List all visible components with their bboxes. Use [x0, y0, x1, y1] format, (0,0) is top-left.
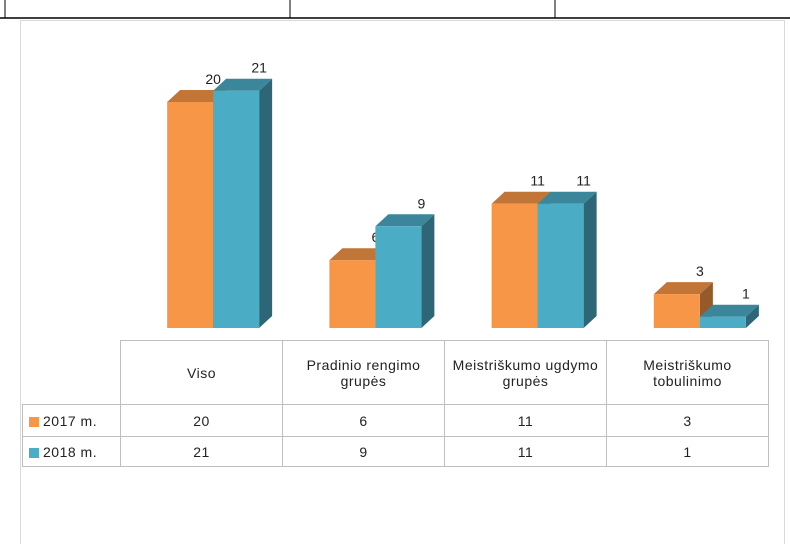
- category-label: Viso: [120, 340, 283, 405]
- bar: [537, 203, 584, 328]
- data-label: 11: [530, 173, 545, 189]
- bar-top: [167, 90, 227, 102]
- bar: [329, 260, 376, 328]
- legend-label: 2017 m.: [43, 412, 98, 429]
- bar-top: [699, 304, 759, 317]
- bar-side: [421, 214, 435, 328]
- category-label: Meistriškumo ugdymo grupės: [444, 340, 607, 405]
- data-label: 21: [251, 60, 267, 76]
- data-label: 11: [576, 173, 591, 189]
- legend-cell: 2018 m.: [22, 436, 121, 467]
- bar: [653, 294, 700, 328]
- chart-frame: [20, 20, 785, 544]
- bar: [167, 102, 214, 328]
- table-value: 3: [606, 404, 769, 437]
- legend-key: [29, 416, 39, 427]
- bar-top: [537, 191, 597, 204]
- bar: [491, 203, 538, 328]
- table-value: 11: [444, 436, 607, 467]
- data-label: 3: [696, 263, 704, 279]
- data-table: Viso Pradinio rengimo grupės Meistriškumo …: [22, 340, 769, 467]
- table-value: 6: [282, 404, 445, 437]
- table-value: 11: [444, 404, 607, 437]
- bar-side: [583, 191, 597, 328]
- bar-top: [653, 282, 713, 295]
- legend-cell: 2017 m.: [22, 404, 121, 437]
- bar-top: [329, 248, 389, 261]
- corner: [22, 340, 121, 405]
- category-label: Pradinio rengimo grupės: [282, 340, 445, 405]
- table-value: 20: [120, 404, 283, 437]
- data-label: 1: [742, 286, 750, 302]
- category-label: Meistriškumo tobulinimo: [606, 340, 769, 405]
- bar-top: [491, 191, 551, 204]
- bar-top: [375, 214, 435, 227]
- data-label: 9: [417, 195, 425, 211]
- bar: [699, 316, 746, 328]
- table-row: 2018 m. 21 9 11 1: [22, 436, 769, 467]
- bar: [213, 90, 260, 328]
- bar-top: [213, 78, 273, 91]
- table-row: 2017 m. 20 6 11 3: [22, 404, 769, 437]
- data-label: 20: [205, 71, 221, 87]
- legend-label: 2018 m.: [43, 443, 98, 460]
- table-value: 21: [120, 436, 283, 467]
- bar-side: [259, 78, 273, 328]
- bar: [375, 226, 422, 328]
- legend-key: [29, 447, 39, 458]
- table-value: 9: [282, 436, 445, 467]
- table-header: Viso Pradinio rengimo grupės Meistriškumo …: [22, 340, 769, 405]
- bar-side: [745, 304, 759, 328]
- table-value: 1: [606, 436, 769, 467]
